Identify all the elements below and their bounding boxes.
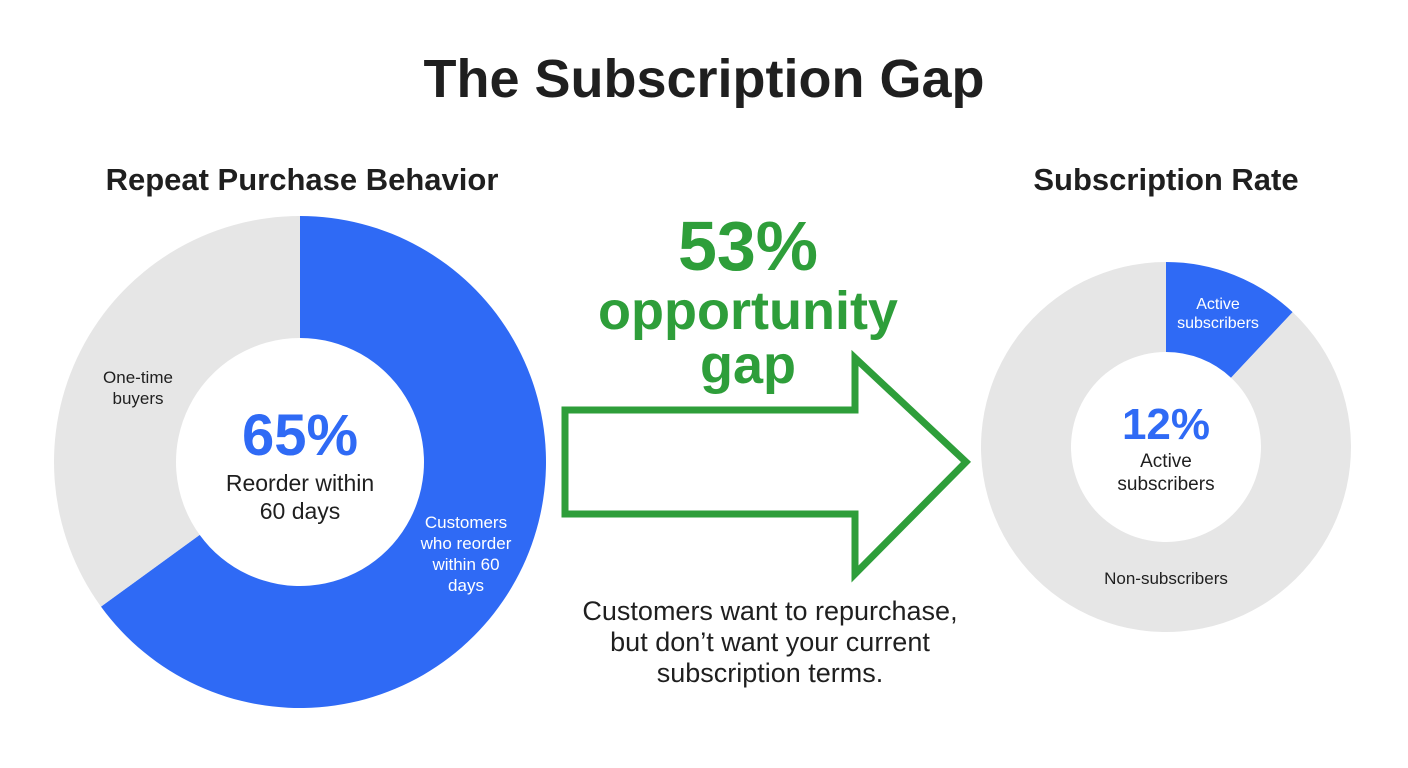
- donut-center-label: subscribers: [1117, 474, 1214, 495]
- donut-slice-secondary: [54, 216, 300, 607]
- slice-label-secondary: Non-subscribers: [1104, 569, 1228, 588]
- donut-slice-primary: [100, 216, 546, 708]
- repeat-purchase-title: Repeat Purchase Behavior: [105, 162, 499, 197]
- donut-center-value: 65%: [242, 403, 358, 468]
- donut-slice-secondary: [981, 262, 1352, 632]
- slice-label-primary: who reorder: [420, 534, 512, 553]
- donut-center-value: 12%: [1122, 400, 1210, 449]
- subscription-rate-donut: 12%ActivesubscribersActivesubscribersNon…: [981, 262, 1352, 632]
- gap-explanation: Customers want to repurchase, but don’t …: [520, 596, 1020, 689]
- gap-explanation-line: Customers want to repurchase,: [582, 596, 958, 626]
- slice-label-primary: Active: [1196, 296, 1240, 313]
- slice-label-primary: days: [448, 576, 484, 595]
- gap-explanation-line: subscription terms.: [656, 658, 884, 688]
- slice-label-primary: Customers: [425, 513, 507, 532]
- gap-explanation-line: but don’t want your current: [610, 627, 930, 657]
- slice-label-secondary: buyers: [112, 389, 163, 408]
- donut-center-label: Active: [1140, 451, 1192, 472]
- gap-percentage: 53%: [677, 207, 819, 285]
- gap-label-line-1: opportunity: [598, 281, 898, 341]
- donut-center-label: Reorder within: [226, 470, 374, 496]
- gap-label-line-2: gap: [699, 335, 796, 395]
- slice-label-primary: subscribers: [1177, 315, 1259, 332]
- slice-label-secondary: One-time: [103, 368, 173, 387]
- slice-label-primary: within 60: [431, 555, 499, 574]
- gap-arrow-outline: [561, 349, 972, 583]
- subscription-rate-title: Subscription Rate: [1033, 162, 1299, 197]
- donut-slice-primary: [1166, 262, 1293, 378]
- donut-center-label: 60 days: [260, 498, 341, 524]
- page-title: The Subscription Gap: [423, 49, 985, 109]
